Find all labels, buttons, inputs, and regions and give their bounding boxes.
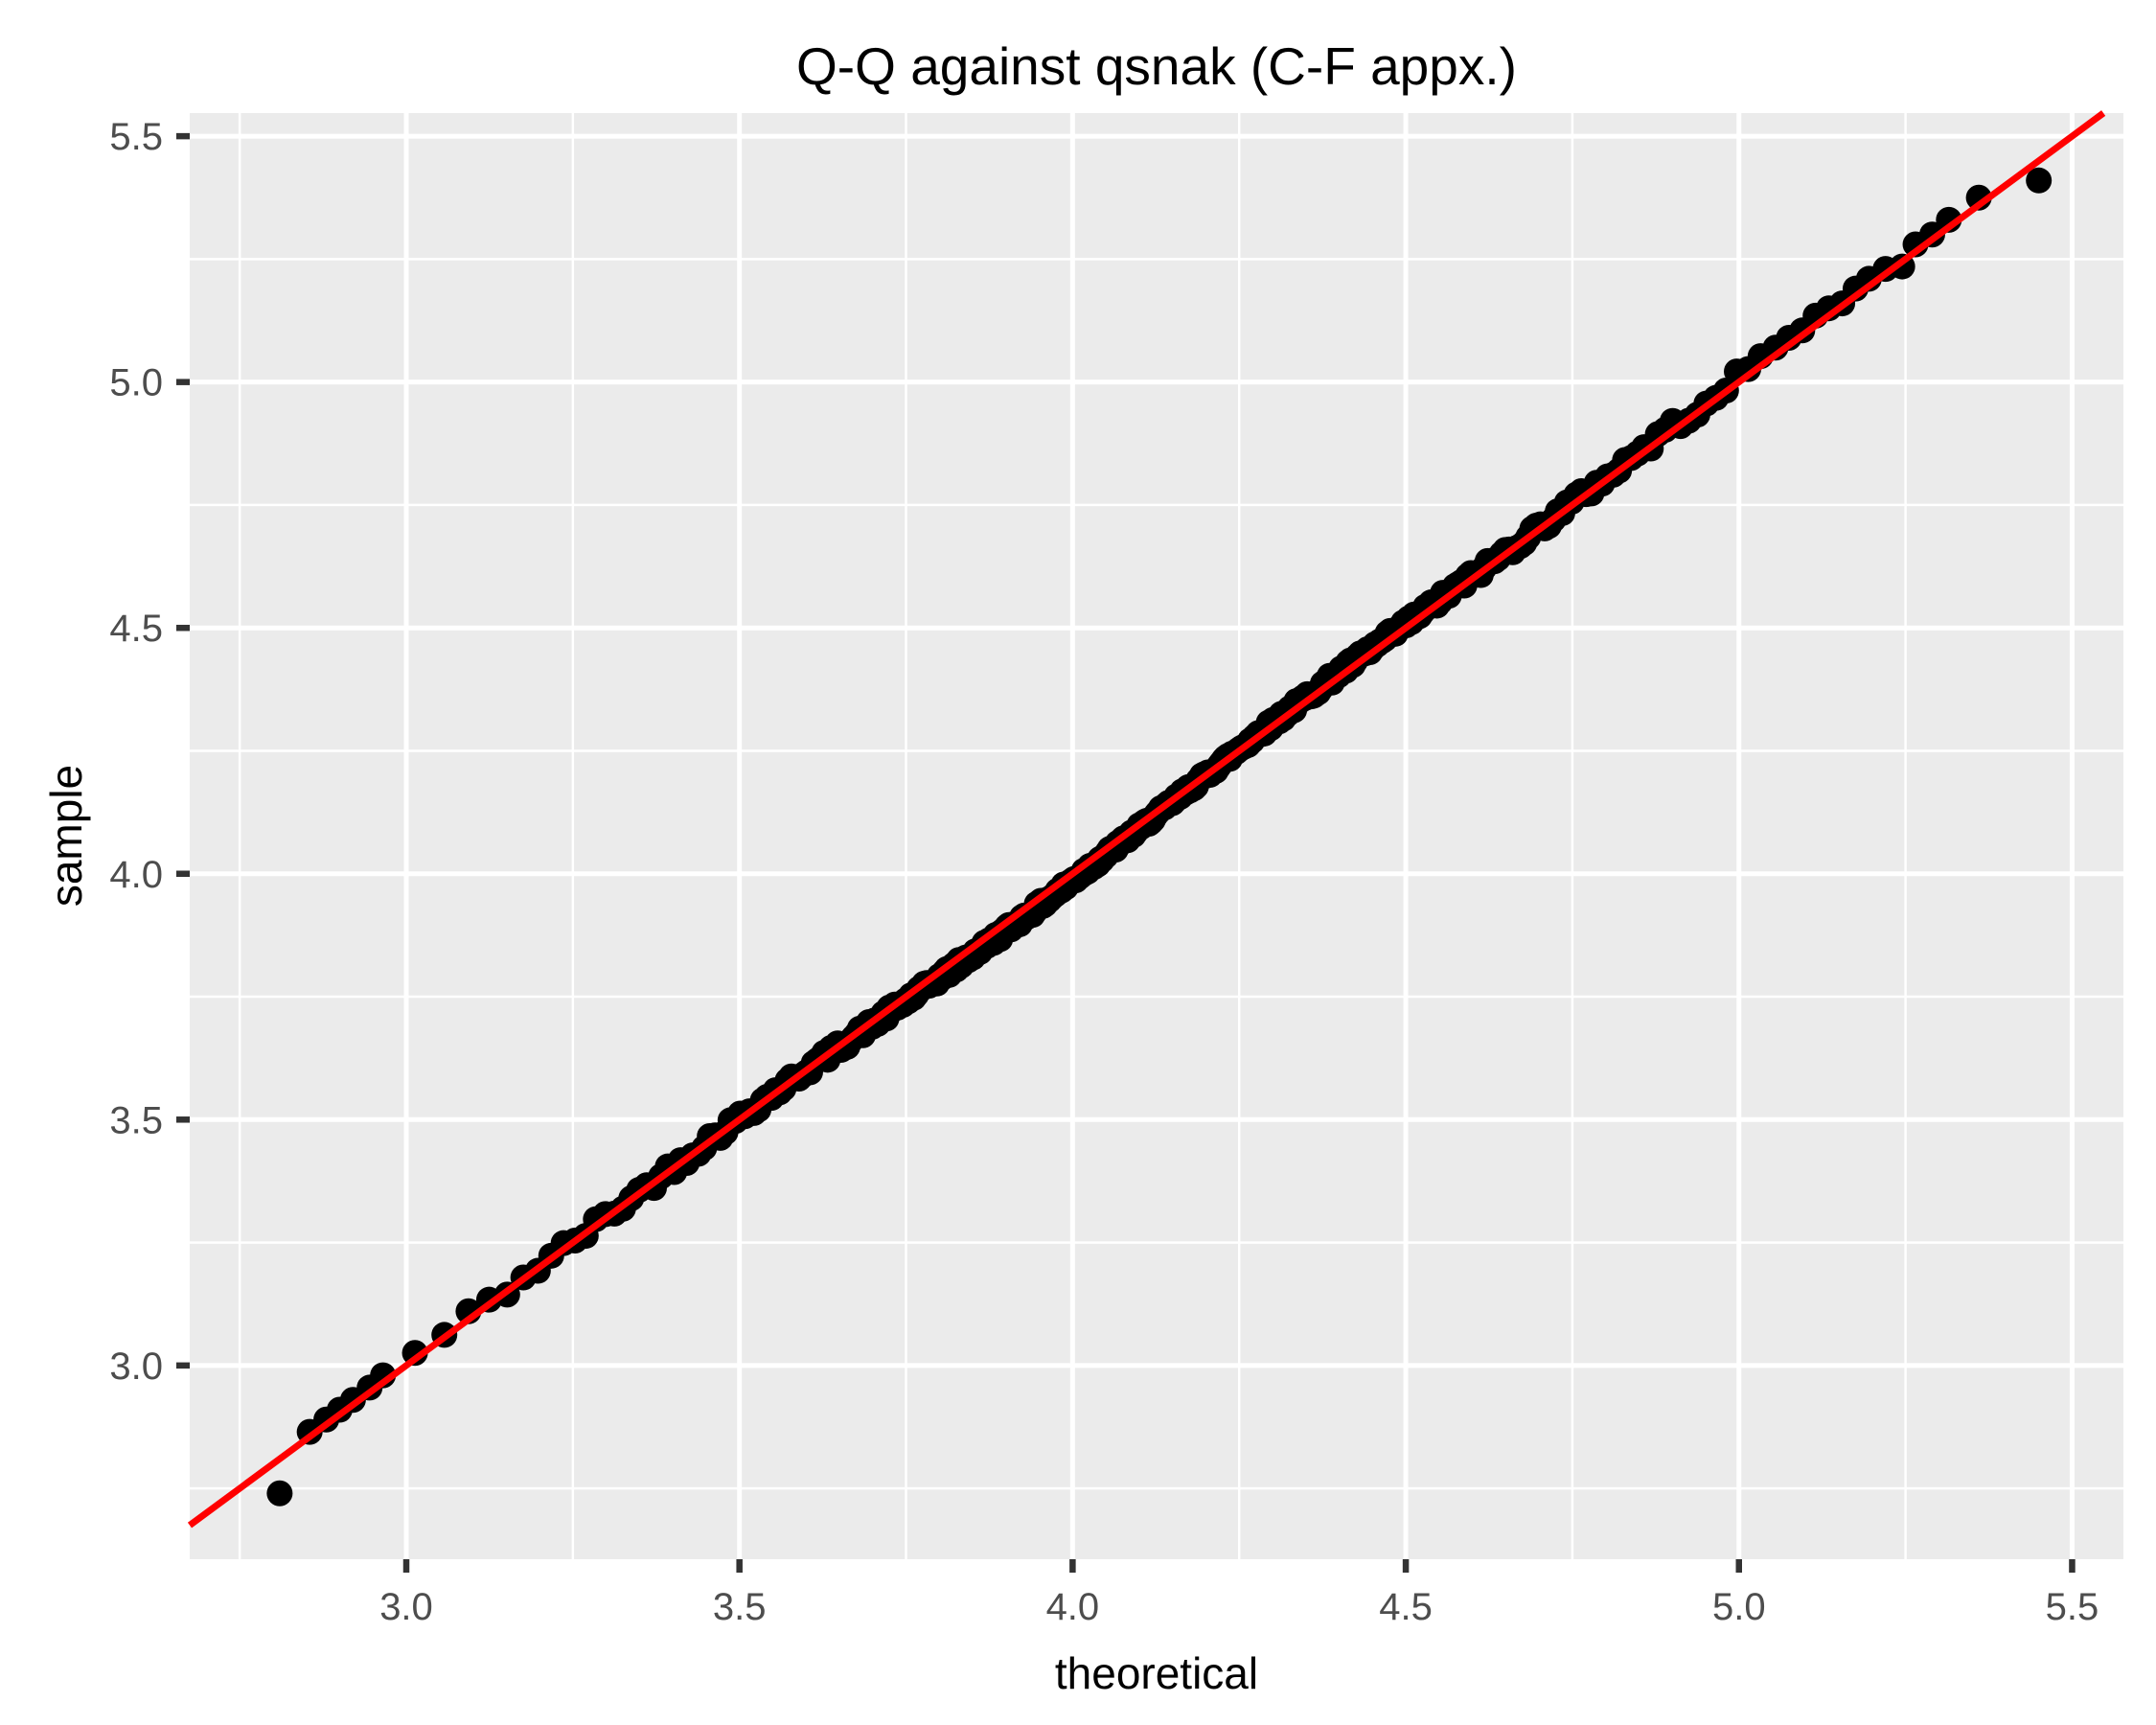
y-axis-ticks bbox=[176, 132, 190, 1369]
data-point bbox=[266, 1480, 293, 1506]
reference-line bbox=[187, 110, 2106, 1529]
x-tick-label: 5.5 bbox=[2046, 1586, 2099, 1628]
y-axis-tick-labels: 3.0 3.5 4.0 4.5 5.0 5.5 bbox=[109, 116, 163, 1388]
y-tick-label: 3.0 bbox=[109, 1346, 163, 1388]
y-tick-label: 4.0 bbox=[109, 854, 163, 896]
y-axis-title: sample bbox=[41, 765, 91, 907]
data-point bbox=[2026, 167, 2053, 194]
y-tick-label: 5.5 bbox=[109, 116, 163, 158]
y-tick-label: 5.0 bbox=[109, 362, 163, 404]
x-tick-label: 3.0 bbox=[379, 1586, 433, 1628]
major-gridlines bbox=[190, 113, 2123, 1559]
x-tick-label: 4.5 bbox=[1379, 1586, 1433, 1628]
y-tick-label: 3.5 bbox=[109, 1099, 163, 1141]
minor-gridlines bbox=[190, 113, 2123, 1559]
y-tick-label: 4.5 bbox=[109, 608, 163, 650]
plot-title: Q-Q against qsnak (C-F appx.) bbox=[796, 36, 1517, 96]
x-axis-ticks bbox=[402, 1559, 2076, 1573]
x-tick-label: 4.0 bbox=[1046, 1586, 1100, 1628]
x-axis-title: theoretical bbox=[1055, 1648, 1258, 1698]
data-point bbox=[401, 1340, 428, 1367]
x-tick-label: 5.0 bbox=[1712, 1586, 1766, 1628]
x-axis-tick-labels: 3.0 3.5 4.0 4.5 5.0 5.5 bbox=[379, 1586, 2099, 1628]
x-tick-label: 3.5 bbox=[713, 1586, 767, 1628]
plot-panel bbox=[190, 113, 2123, 1559]
